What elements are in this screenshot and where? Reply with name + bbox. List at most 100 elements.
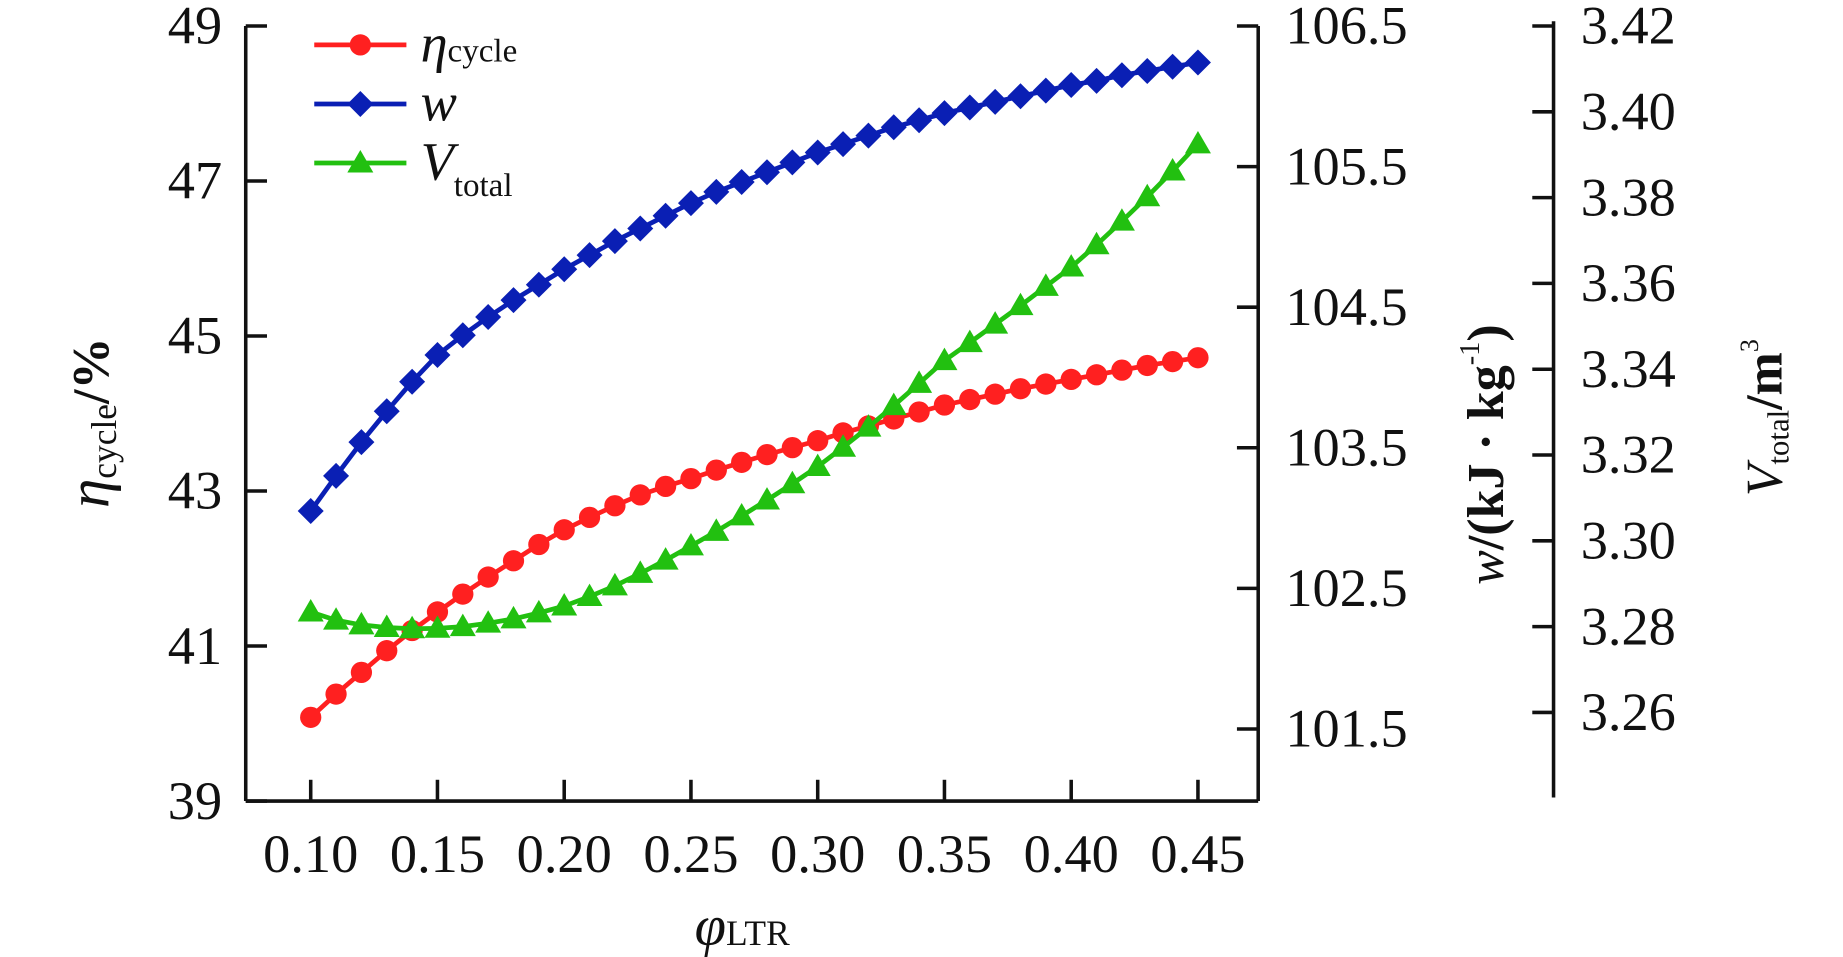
w-point bbox=[652, 202, 679, 229]
w-point bbox=[348, 429, 375, 456]
Vtotal-point bbox=[1184, 130, 1211, 154]
w-point bbox=[703, 178, 730, 205]
Vtotal-point bbox=[373, 614, 400, 637]
w-point bbox=[1184, 49, 1211, 76]
right1-tick-label: 103.5 bbox=[1285, 418, 1407, 478]
Vtotal-point bbox=[449, 613, 476, 637]
ηcycle-point bbox=[300, 706, 322, 728]
ηcycle-point bbox=[1060, 368, 1082, 391]
ηcycle-point bbox=[1136, 354, 1158, 377]
ηcycle-line bbox=[309, 355, 1199, 720]
Vtotal-point bbox=[323, 607, 350, 630]
right2-tick-label: 3.32 bbox=[1581, 425, 1676, 485]
w-point bbox=[323, 462, 350, 489]
w-point bbox=[880, 114, 907, 141]
Vtotal-point bbox=[475, 610, 502, 633]
w-point bbox=[779, 149, 806, 176]
ηcycle-point bbox=[502, 550, 525, 572]
right2-tick-label: 3.38 bbox=[1581, 167, 1676, 227]
right2-tick-label: 3.42 bbox=[1581, 0, 1676, 56]
x-tick-label: 0.30 bbox=[770, 824, 865, 884]
left-tick-label: 39 bbox=[168, 771, 222, 831]
w-point bbox=[551, 256, 578, 283]
x-tick-label: 0.40 bbox=[1024, 824, 1119, 884]
Vtotal-point bbox=[1134, 183, 1161, 207]
right2-axis-title: Vtotal/m3 bbox=[1735, 339, 1796, 496]
ηcycle-point bbox=[629, 484, 651, 506]
w-point bbox=[1007, 83, 1034, 110]
right1-tick-label: 104.5 bbox=[1285, 277, 1407, 337]
Vtotal-point bbox=[399, 615, 426, 639]
Vtotal-point bbox=[551, 593, 578, 616]
w-point bbox=[956, 94, 983, 121]
Vtotal-point bbox=[830, 434, 857, 457]
w-point bbox=[830, 131, 857, 158]
Vtotal-point bbox=[297, 599, 324, 622]
Vtotal-point bbox=[804, 453, 831, 477]
right2-tick-label: 3.26 bbox=[1581, 682, 1676, 742]
x-tick-label: 0.15 bbox=[390, 824, 485, 884]
ηcycle-point bbox=[1161, 350, 1184, 373]
ηcycle-point bbox=[426, 601, 449, 623]
w-point bbox=[449, 322, 476, 349]
Vtotal-point bbox=[500, 605, 527, 629]
legend-marker-w bbox=[347, 90, 374, 117]
Vtotal-point bbox=[956, 329, 983, 353]
right2-tick-label: 3.34 bbox=[1581, 339, 1676, 399]
w-point bbox=[1032, 77, 1059, 104]
w-point bbox=[804, 139, 831, 166]
ηcycle-point bbox=[1187, 347, 1209, 369]
x-tick-label: 0.10 bbox=[263, 824, 358, 884]
Vtotal-point bbox=[931, 347, 958, 371]
left-tick-label: 41 bbox=[168, 616, 222, 676]
ηcycle-point bbox=[578, 506, 601, 529]
ηcycle-point bbox=[832, 422, 854, 444]
ηcycle-point bbox=[756, 443, 778, 466]
Vtotal-point bbox=[1007, 292, 1034, 316]
x-tick-label: 0.45 bbox=[1150, 824, 1245, 884]
right2-tick-label: 3.36 bbox=[1581, 253, 1676, 313]
ηcycle-point bbox=[959, 388, 981, 411]
right1-tick-label: 101.5 bbox=[1285, 699, 1407, 759]
ηcycle-point bbox=[376, 640, 398, 662]
left-tick-label: 45 bbox=[168, 306, 222, 366]
Vtotal-point bbox=[728, 502, 755, 526]
Vtotal-point bbox=[1159, 158, 1186, 181]
axis-titles: φLTR ηcycle/% w/(kJ · kg-1) Vtotal/m3 bbox=[56, 324, 1796, 957]
w-point bbox=[525, 271, 552, 298]
left-tick-label: 47 bbox=[168, 151, 222, 211]
x-tick-label: 0.20 bbox=[517, 824, 612, 884]
w-point bbox=[754, 159, 781, 186]
w-point bbox=[1134, 57, 1161, 84]
Vtotal-point bbox=[424, 615, 451, 638]
w-point bbox=[1108, 62, 1135, 89]
left-tick-label: 43 bbox=[168, 461, 222, 521]
w-point bbox=[1058, 72, 1085, 99]
ηcycle-point bbox=[807, 430, 829, 452]
Vtotal-point bbox=[348, 611, 375, 635]
Vtotal-point bbox=[601, 572, 628, 596]
ηcycle-point bbox=[350, 661, 373, 684]
Vtotal-point bbox=[576, 583, 603, 607]
axes: 0.10 0.15 0.20 0.25 0.30 0.35 0.40 0.45 39 41 43 45… bbox=[168, 0, 1676, 884]
ηcycle-point bbox=[452, 583, 474, 605]
w-point bbox=[906, 107, 933, 134]
ηcycle-point bbox=[553, 519, 575, 541]
ηcycle-point bbox=[1111, 359, 1133, 381]
ηcycle-point bbox=[680, 467, 702, 490]
right1-tick-label: 106.5 bbox=[1285, 0, 1407, 56]
left-tick-label: 49 bbox=[168, 0, 222, 56]
ηcycle-point bbox=[325, 683, 347, 705]
Vtotal-point bbox=[525, 599, 552, 623]
legend-label-w: w bbox=[421, 73, 457, 133]
ηcycle-point bbox=[731, 451, 753, 473]
legend-label-ηcycle: ηcycle bbox=[421, 13, 518, 73]
Vtotal-point bbox=[703, 518, 730, 541]
Vtotal-point bbox=[779, 470, 806, 494]
w-point bbox=[500, 287, 527, 314]
w-point bbox=[728, 169, 755, 196]
Vtotal-point bbox=[677, 532, 704, 556]
right1-tick-label: 102.5 bbox=[1285, 558, 1407, 618]
